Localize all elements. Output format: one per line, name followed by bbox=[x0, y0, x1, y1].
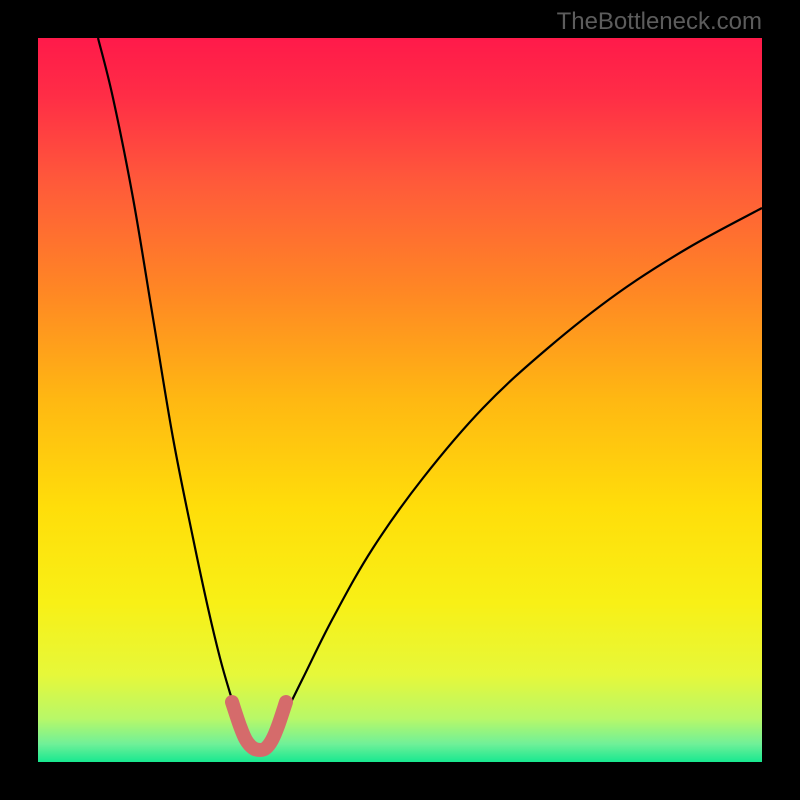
bottleneck-curve-right bbox=[270, 208, 762, 740]
optimal-range-marker bbox=[232, 702, 286, 750]
plot-area bbox=[38, 38, 762, 762]
chart-container: TheBottleneck.com bbox=[0, 0, 800, 800]
bottleneck-curve-left bbox=[98, 38, 246, 740]
watermark-text: TheBottleneck.com bbox=[557, 8, 762, 36]
curve-overlay bbox=[38, 38, 762, 762]
